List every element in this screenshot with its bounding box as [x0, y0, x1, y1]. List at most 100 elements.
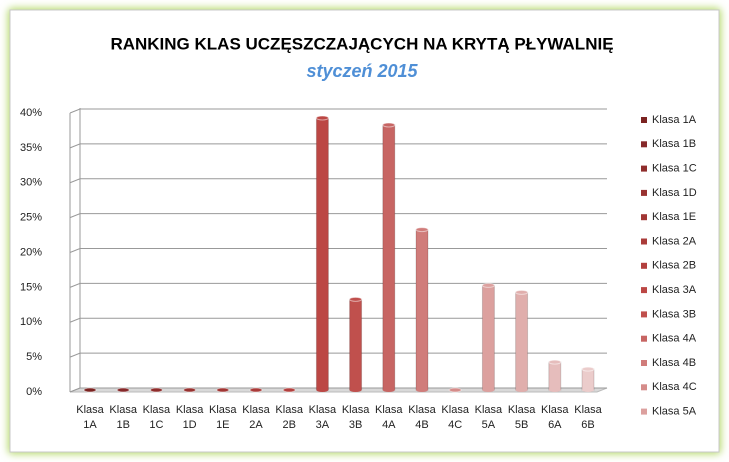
x-tick-label-line: 6B — [581, 419, 594, 431]
legend-swatch — [641, 384, 647, 391]
x-tick-label-line: Klasa — [143, 404, 171, 416]
x-tick-label-line: 1E — [216, 419, 229, 431]
bar-base — [316, 388, 329, 392]
legend-swatch — [641, 311, 647, 318]
legend-label: Klasa 4C — [652, 381, 697, 393]
y-tick-label: 20% — [20, 246, 42, 258]
bar-top — [149, 387, 163, 393]
grid-line — [69, 143, 607, 149]
x-tick-label: Klasa 2B — [275, 404, 303, 431]
x-tick-label-line: 1D — [183, 419, 197, 431]
x-tick-label: Klasa 1A — [76, 404, 104, 431]
bar — [415, 229, 429, 391]
x-tick-label-line: Klasa — [275, 404, 303, 416]
y-tick-label: 25% — [20, 212, 42, 224]
bar-base — [349, 388, 362, 392]
bar-top — [415, 227, 429, 233]
bar-top — [548, 359, 562, 365]
x-tick-label: Klasa 1E — [209, 404, 237, 431]
x-tick-label-line: 6A — [548, 419, 562, 431]
x-tick-label-line: 4C — [448, 419, 462, 431]
bar-top — [83, 387, 97, 393]
bar — [481, 284, 495, 391]
x-tick-label-line: Klasa — [375, 404, 403, 416]
bar — [382, 124, 396, 391]
y-tick-label: 30% — [20, 177, 42, 189]
x-tick-label-line: Klasa — [508, 404, 536, 416]
x-tick-label-line: Klasa — [408, 404, 436, 416]
x-tick-label: Klasa 1B — [109, 404, 137, 431]
legend-swatch — [641, 117, 647, 123]
x-tick-label: Klasa 4A — [375, 404, 403, 431]
x-tick-label: Klasa 5A — [475, 404, 503, 431]
legend-label: Klasa 2A — [652, 235, 697, 247]
grid-line — [69, 387, 607, 393]
x-tick-label-line: 1C — [149, 419, 163, 431]
x-tick-label-line: Klasa — [176, 404, 204, 416]
grid-line — [69, 282, 607, 288]
x-tick-label-line: Klasa — [342, 404, 370, 416]
legend-label: Klasa 5A — [652, 406, 697, 418]
x-tick-label: Klasa 6B — [574, 404, 602, 431]
bar-top — [581, 366, 595, 372]
legend-label: Klasa 1B — [652, 138, 696, 150]
grid-line — [69, 248, 607, 253]
x-tick-label-line: 1A — [83, 419, 97, 431]
bar-base — [482, 388, 495, 392]
bar — [581, 368, 595, 391]
grid-line — [69, 108, 607, 114]
x-tick-label-line: Klasa — [475, 404, 503, 416]
bar — [349, 298, 363, 391]
grid-line — [69, 178, 607, 184]
bar-base — [515, 388, 528, 392]
legend-swatch — [641, 360, 647, 366]
legend-swatch — [641, 408, 647, 415]
x-tick-label: Klasa 3A — [309, 404, 337, 431]
x-tick-label: Klasa 4B — [408, 404, 436, 431]
y-tick-label: 40% — [20, 107, 42, 119]
legend-swatch — [641, 287, 647, 294]
x-tick-label-line: Klasa — [109, 404, 137, 416]
bar-top — [282, 387, 296, 393]
x-tick-label: Klasa 5B — [508, 404, 536, 431]
chart-title: RANKING KLAS UCZĘSZCZAJĄCYCH NA KRYTĄ PŁ… — [110, 34, 613, 53]
x-tick-label: Klasa 1D — [176, 404, 204, 431]
bar-top — [382, 122, 396, 128]
x-tick-label-line: Klasa — [574, 404, 602, 416]
grid-line — [69, 352, 607, 358]
bar — [548, 361, 562, 391]
x-tick-label-line: Klasa — [76, 404, 104, 416]
y-tick-label: 35% — [20, 142, 42, 154]
legend-label: Klasa 4A — [652, 333, 697, 345]
bar-top — [183, 387, 197, 393]
bar-top — [116, 387, 130, 393]
bar-top — [315, 115, 329, 121]
x-tick-label: Klasa 3B — [342, 404, 370, 431]
bar-top — [448, 387, 462, 393]
bar-top — [349, 296, 363, 302]
bar — [515, 291, 529, 391]
legend-swatch — [641, 335, 647, 342]
y-tick-label: 5% — [26, 351, 42, 363]
legend-label: Klasa 4B — [652, 357, 696, 369]
x-tick-label-line: Klasa — [242, 404, 270, 416]
bar-base — [416, 388, 428, 392]
bar — [315, 117, 329, 391]
grid-line — [69, 317, 607, 323]
bar-top — [249, 387, 263, 393]
legend-label: Klasa 1C — [652, 163, 697, 175]
bar-base — [548, 388, 561, 392]
x-tick-label-line: 1B — [116, 419, 129, 431]
legend-label: Klasa 1A — [652, 114, 697, 126]
legend-label: Klasa 1E — [652, 211, 696, 223]
x-tick-label-line: 5A — [482, 419, 496, 431]
legend-label: Klasa 3B — [652, 308, 696, 320]
legend-swatch — [641, 262, 647, 269]
x-tick-label-line: Klasa — [441, 404, 469, 416]
x-tick-label-line: 2A — [249, 419, 263, 431]
chart-subtitle: styczeń 2015 — [306, 61, 418, 81]
grid-line — [69, 213, 607, 219]
legend-swatch — [641, 141, 647, 148]
x-tick-label-line: Klasa — [541, 404, 569, 416]
